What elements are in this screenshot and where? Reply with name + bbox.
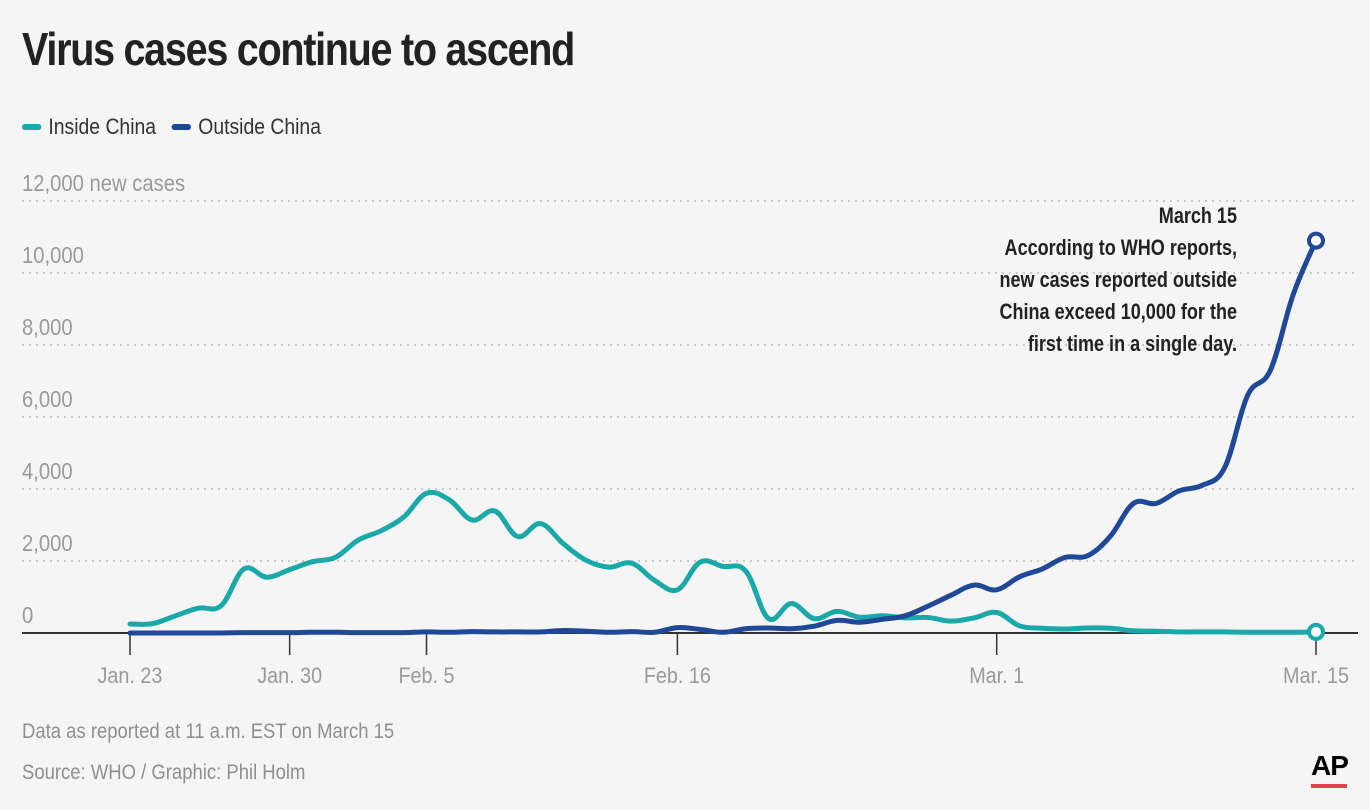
source-credit: Source: WHO / Graphic: Phil Holm bbox=[22, 761, 306, 784]
legend-label-outside-china: Outside China bbox=[198, 114, 321, 139]
y-tick-label-8000: 8,000 bbox=[22, 314, 73, 341]
series-line-inside-china bbox=[127, 489, 1319, 635]
annotation-line-4: first time in a single day. bbox=[1028, 332, 1237, 356]
annotation-line-2: new cases reported outside bbox=[999, 268, 1237, 292]
y-tick-label-2000: 2,000 bbox=[22, 530, 73, 557]
x-tick-label-13: Feb. 5 bbox=[398, 664, 454, 688]
y-tick-label-12000: 12,000 new cases bbox=[22, 170, 185, 197]
x-tick-label-7: Jan. 30 bbox=[257, 664, 322, 688]
y-tick-label-10000: 10,000 bbox=[22, 242, 84, 269]
y-tick-label-6000: 6,000 bbox=[22, 386, 73, 413]
legend-swatch-inside-china bbox=[22, 124, 42, 130]
chart-legend: Inside China Outside China bbox=[22, 114, 337, 140]
legend-item-outside-china: Outside China bbox=[171, 114, 321, 140]
annotation-line-3: China exceed 10,000 for the bbox=[999, 300, 1237, 324]
annotation-line-0: March 15 bbox=[1159, 204, 1237, 228]
legend-item-inside-china: Inside China bbox=[22, 114, 156, 140]
annotation-line-1: According to WHO reports, bbox=[1005, 236, 1237, 260]
ap-logo-bar bbox=[1311, 784, 1347, 788]
y-tick-label-0: 0 bbox=[22, 602, 33, 629]
legend-swatch-outside-china bbox=[171, 124, 192, 130]
x-tick-label-24: Feb. 16 bbox=[644, 664, 711, 688]
chart-title: Virus cases continue to ascend bbox=[22, 23, 575, 75]
x-tick-label-38: Mar. 1 bbox=[969, 664, 1024, 688]
y-tick-label-4000: 4,000 bbox=[22, 458, 73, 485]
end-marker-outside-china bbox=[1307, 231, 1325, 250]
x-tick-label-0: Jan. 23 bbox=[98, 664, 163, 688]
end-marker-inside-china bbox=[1307, 622, 1325, 641]
ap-logo-text: AP bbox=[1311, 750, 1349, 781]
legend-label-inside-china: Inside China bbox=[48, 114, 157, 139]
series-line-outside-china bbox=[127, 238, 1319, 636]
x-tick-label-52: Mar. 15 bbox=[1283, 664, 1349, 688]
ap-logo: AP bbox=[1311, 750, 1349, 788]
footnote: Data as reported at 11 a.m. EST on March… bbox=[22, 720, 395, 743]
